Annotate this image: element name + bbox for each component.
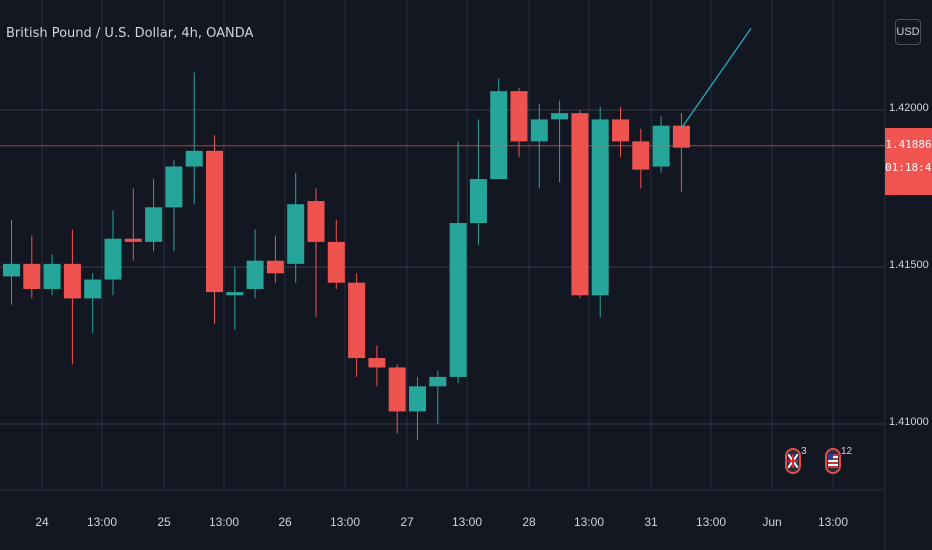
x-tick-label: 27 [400, 515, 414, 529]
candle-body [429, 376, 447, 387]
candle-body [409, 386, 426, 412]
event-count: 12 [841, 446, 853, 457]
chart-title: British Pound / U.S. Dollar, 4h, OANDA [6, 26, 254, 41]
candle-body [104, 238, 122, 280]
candle-body [530, 119, 548, 142]
x-tick-label: 13:00 [208, 515, 240, 529]
candle-body [287, 204, 305, 264]
candle-body [591, 119, 609, 296]
x-tick-label: Jun [762, 515, 782, 529]
candle-body [43, 263, 61, 289]
candle-body [165, 166, 183, 208]
currency-button[interactable]: USD [895, 19, 921, 45]
uk-economic-event-marker[interactable]: 3 [785, 446, 807, 474]
x-tick-label: 25 [157, 515, 171, 529]
x-tick-label: 13:00 [451, 515, 483, 529]
event-count: 3 [801, 446, 807, 457]
x-tick-label: 28 [522, 515, 536, 529]
x-tick-label: 24 [35, 515, 49, 529]
candle-body [63, 263, 81, 299]
y-tick-label: 1.41000 [889, 416, 929, 428]
candle-body [307, 201, 325, 242]
candle-body [226, 292, 244, 296]
us-economic-event-marker[interactable]: 12 [825, 446, 852, 474]
x-tick-label: 13:00 [86, 515, 118, 529]
candle-body [632, 141, 650, 170]
candle-body [84, 279, 102, 299]
x-tick-label: 31 [644, 515, 658, 529]
candle-body [348, 282, 366, 359]
current-price-badge: 1.41886 01:18:41 [885, 128, 932, 195]
x-tick-label: 26 [278, 515, 292, 529]
candle-body [388, 367, 406, 412]
candle-body [3, 263, 20, 277]
us-flag-icon [828, 454, 838, 468]
trend-line [680, 28, 752, 129]
x-tick-label: 13:00 [817, 515, 849, 529]
candle-body [206, 150, 223, 293]
y-tick-label: 1.42000 [889, 102, 929, 114]
candle-body [449, 223, 467, 377]
x-tick-label: 13:00 [695, 515, 727, 529]
candle-body [185, 150, 203, 167]
candle-body [124, 238, 142, 242]
candle-body [510, 91, 528, 142]
candle-body [571, 113, 589, 296]
candle-body [145, 207, 163, 242]
candle-body [551, 113, 569, 120]
y-tick-label: 1.41500 [889, 259, 929, 271]
candle-body [672, 125, 690, 148]
uk-flag-icon [788, 454, 798, 468]
x-tick-label: 13:00 [573, 515, 605, 529]
current-price-value: 1.41886 [885, 138, 932, 151]
candle-body [327, 241, 345, 283]
x-tick-label: 13:00 [329, 515, 361, 529]
candle-body [469, 179, 487, 224]
candle-body [612, 119, 629, 142]
candle-body [23, 263, 41, 289]
candle-body [266, 260, 284, 274]
candle-body [490, 91, 508, 180]
candle-body [246, 260, 264, 289]
candle-body [368, 358, 386, 368]
bar-countdown: 01:18:41 [885, 161, 932, 174]
